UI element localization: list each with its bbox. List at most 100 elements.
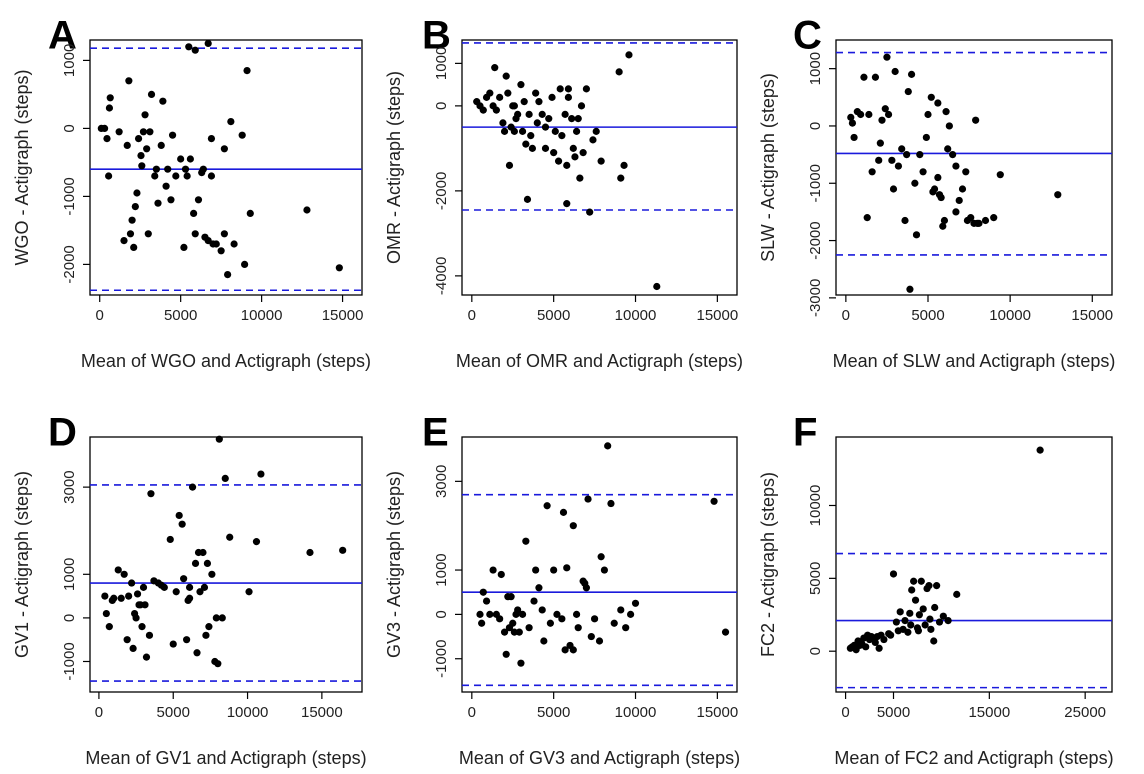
data-point xyxy=(710,497,718,505)
data-point xyxy=(958,185,967,193)
data-point xyxy=(871,73,880,81)
data-point xyxy=(556,85,564,93)
panel-letter: C xyxy=(793,14,822,58)
y-tick-label: 1000 xyxy=(61,44,78,77)
data-point xyxy=(123,141,131,149)
x-tick-label: 5000 xyxy=(537,307,570,324)
data-point xyxy=(571,153,579,161)
data-point xyxy=(522,537,530,545)
data-point xyxy=(241,260,249,268)
data-point xyxy=(102,609,110,618)
data-point xyxy=(595,637,604,645)
data-point xyxy=(145,631,154,639)
data-point xyxy=(152,165,160,173)
data-point xyxy=(962,168,970,176)
data-point xyxy=(907,621,915,629)
data-point xyxy=(138,162,146,170)
data-point xyxy=(927,93,935,101)
data-point xyxy=(514,110,522,118)
data-point xyxy=(518,610,527,618)
data-point xyxy=(126,230,135,238)
data-point xyxy=(220,145,228,153)
data-point xyxy=(944,145,952,153)
data-point xyxy=(101,592,109,600)
data-point xyxy=(924,110,932,119)
data-point xyxy=(883,53,891,61)
y-tick-label: 3000 xyxy=(433,465,450,498)
data-point xyxy=(564,93,572,101)
data-point xyxy=(227,118,235,126)
panel-letter: D xyxy=(48,411,77,455)
data-point xyxy=(510,127,518,135)
data-point xyxy=(538,110,546,118)
data-point xyxy=(620,161,628,169)
data-point xyxy=(550,149,558,157)
data-point xyxy=(203,559,212,568)
data-point xyxy=(930,637,938,645)
data-point xyxy=(880,635,888,644)
data-point xyxy=(125,77,133,85)
data-point xyxy=(147,90,156,98)
data-point xyxy=(191,230,199,238)
data-point xyxy=(590,615,599,623)
y-tick-label: 0 xyxy=(807,122,824,130)
data-point xyxy=(517,659,525,667)
data-point xyxy=(848,119,857,127)
y-tick-label: 1000 xyxy=(807,52,824,85)
y-tick-label: 10000 xyxy=(807,485,824,527)
data-point xyxy=(110,594,118,602)
data-point xyxy=(927,625,935,633)
data-point xyxy=(865,110,873,119)
data-point xyxy=(183,172,191,180)
data-point xyxy=(217,247,225,255)
data-point xyxy=(617,606,625,614)
data-point xyxy=(139,128,148,136)
data-point xyxy=(142,653,151,661)
data-point xyxy=(243,67,251,75)
panel-letter: B xyxy=(422,14,451,58)
data-point xyxy=(245,588,253,596)
data-point xyxy=(721,628,730,636)
y-tick-label: 5000 xyxy=(807,562,824,595)
panel-f: F 0 5000 15000 25000 0 5000 10000 Mean of FC2 an… xyxy=(758,411,1114,768)
data-point xyxy=(541,144,550,152)
panel-letter: A xyxy=(48,14,77,58)
data-point xyxy=(205,623,213,631)
data-point xyxy=(497,570,505,579)
data-point xyxy=(212,240,220,248)
data-point xyxy=(881,105,889,113)
y-axis-title: WGO - Actigraph (steps) xyxy=(12,69,32,265)
data-point xyxy=(199,165,207,173)
data-point xyxy=(130,243,138,251)
y-tick-label: -2000 xyxy=(807,221,824,259)
data-point xyxy=(523,195,532,203)
data-point xyxy=(888,156,896,164)
data-point xyxy=(558,132,566,140)
x-axis-title: Mean of WGO and Actigraph (steps) xyxy=(81,351,371,371)
data-point xyxy=(137,152,145,160)
data-point xyxy=(607,499,615,508)
data-point xyxy=(520,98,528,106)
data-point xyxy=(577,102,586,110)
data-point xyxy=(207,172,216,180)
data-point xyxy=(191,46,199,54)
data-point xyxy=(944,617,952,625)
data-point xyxy=(952,162,960,170)
data-point xyxy=(168,131,177,139)
x-tick-label: 0 xyxy=(468,704,476,721)
data-point xyxy=(172,172,180,180)
data-point xyxy=(554,157,563,165)
x-tick-label: 5000 xyxy=(164,307,197,324)
data-point xyxy=(190,209,198,217)
data-point xyxy=(896,608,904,616)
data-point xyxy=(478,619,486,627)
data-point xyxy=(868,168,876,176)
data-point xyxy=(517,81,525,89)
x-axis-title: Mean of GV3 and Actigraph (steps) xyxy=(459,748,740,768)
data-point xyxy=(532,566,540,574)
data-point xyxy=(563,564,571,572)
data-point xyxy=(937,193,945,202)
data-point xyxy=(204,39,212,48)
data-point xyxy=(553,610,561,618)
data-point xyxy=(143,145,151,153)
